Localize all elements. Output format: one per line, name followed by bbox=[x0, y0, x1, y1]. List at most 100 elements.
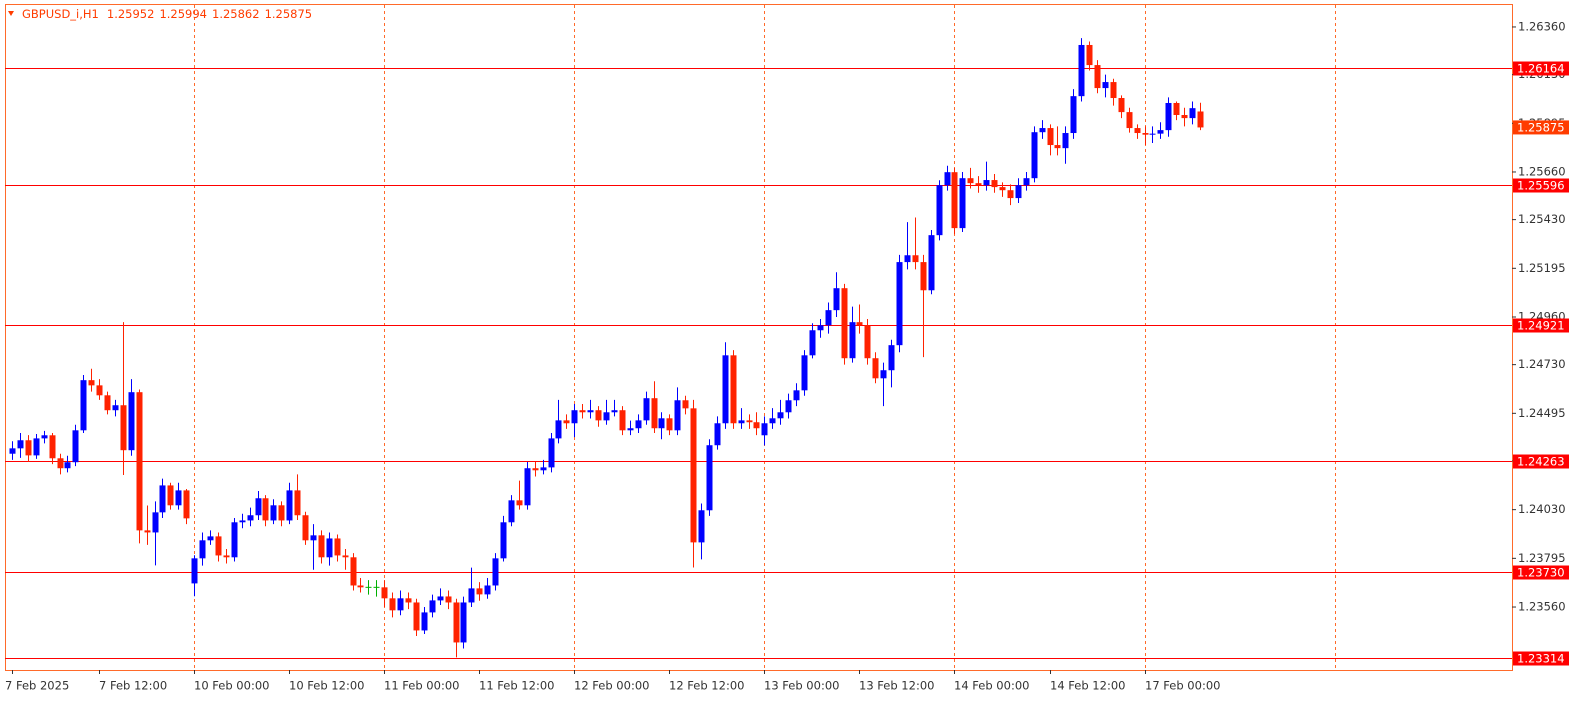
candle-body bbox=[1007, 190, 1014, 199]
candle-body bbox=[864, 325, 871, 359]
candle-body bbox=[651, 398, 658, 429]
candle-body bbox=[175, 490, 182, 506]
candle-body bbox=[611, 410, 618, 413]
x-tick-label: 7 Feb 2025 bbox=[5, 679, 69, 693]
candle-body bbox=[666, 418, 673, 431]
candle-body bbox=[1173, 102, 1180, 116]
candle-body bbox=[25, 440, 32, 456]
candle-body bbox=[57, 458, 64, 469]
candle-body bbox=[1047, 128, 1054, 146]
candle-body bbox=[1023, 178, 1030, 186]
candle-body bbox=[1118, 98, 1125, 113]
candle-body bbox=[247, 515, 254, 521]
candle-body bbox=[746, 420, 753, 423]
candle-body bbox=[540, 467, 547, 471]
y-tick-label: 1.26360 bbox=[1518, 19, 1566, 33]
candle-body bbox=[1126, 112, 1133, 129]
candle-body bbox=[619, 410, 626, 431]
candle-body bbox=[777, 412, 784, 419]
candle-body bbox=[231, 522, 238, 558]
candle-body bbox=[326, 538, 333, 558]
candle-body bbox=[270, 505, 277, 521]
candle-body bbox=[896, 262, 903, 346]
candle-body bbox=[793, 390, 800, 401]
candle-body bbox=[334, 538, 341, 556]
candle-body bbox=[167, 485, 174, 506]
level-label-box bbox=[1513, 454, 1569, 469]
candle-body bbox=[1015, 185, 1022, 199]
candle-body bbox=[888, 345, 895, 371]
candle-body bbox=[286, 490, 293, 521]
candle-body bbox=[991, 180, 998, 188]
candle-body bbox=[397, 598, 404, 611]
candle-body bbox=[706, 445, 713, 511]
candle-body bbox=[191, 558, 198, 584]
candle-body bbox=[674, 400, 681, 431]
candle-body bbox=[64, 462, 71, 469]
x-tick-label: 17 Feb 00:00 bbox=[1145, 679, 1220, 693]
candle-body bbox=[627, 428, 634, 431]
candles bbox=[9, 38, 1204, 658]
x-tick-label: 10 Feb 12:00 bbox=[289, 679, 364, 693]
candle-body bbox=[278, 505, 285, 521]
y-tick-label: 1.24030 bbox=[1518, 502, 1566, 516]
level-label-box bbox=[1513, 318, 1569, 333]
candle-body bbox=[389, 598, 396, 611]
candle-body bbox=[825, 310, 832, 326]
candle-body bbox=[548, 438, 555, 468]
x-tick-label: 14 Feb 12:00 bbox=[1050, 679, 1125, 693]
y-tick-label: 1.23795 bbox=[1518, 551, 1566, 565]
candle-body bbox=[215, 536, 222, 556]
candle-body bbox=[223, 555, 230, 558]
candle-body bbox=[959, 178, 966, 229]
candle-body bbox=[587, 410, 594, 413]
candle-body bbox=[833, 288, 840, 311]
y-tick-label: 1.24495 bbox=[1518, 406, 1566, 420]
candle-body bbox=[96, 385, 103, 396]
candle-body bbox=[1086, 44, 1093, 66]
candle-body bbox=[698, 510, 705, 543]
candle-body bbox=[849, 322, 856, 359]
candle-body bbox=[975, 183, 982, 186]
candle-body bbox=[381, 587, 388, 599]
candle-body bbox=[761, 423, 768, 436]
candle-body bbox=[983, 180, 990, 186]
level-label: 1.26164 bbox=[1517, 62, 1565, 76]
candle-body bbox=[112, 405, 119, 411]
menu-arrow[interactable] bbox=[8, 11, 14, 16]
candle-body bbox=[769, 418, 776, 424]
y-tick-label: 1.24730 bbox=[1518, 357, 1566, 371]
candle-body bbox=[516, 500, 523, 506]
y-tick-label: 1.23560 bbox=[1518, 600, 1566, 614]
candle-body bbox=[524, 468, 531, 506]
candle-body bbox=[49, 435, 56, 459]
candle-body bbox=[714, 423, 721, 446]
header-open: 1.25952 bbox=[107, 7, 155, 21]
candle-body bbox=[159, 485, 166, 513]
candle-body bbox=[1054, 145, 1061, 149]
x-tick-label: 11 Feb 12:00 bbox=[479, 679, 554, 693]
candle-body bbox=[460, 602, 467, 643]
candle-body bbox=[80, 380, 87, 431]
x-tick-label: 13 Feb 12:00 bbox=[859, 679, 934, 693]
candle-body bbox=[967, 178, 974, 184]
candle-body bbox=[817, 325, 824, 331]
level-label-box bbox=[1513, 178, 1569, 193]
level-label: 1.24263 bbox=[1517, 455, 1565, 469]
x-tick-label: 10 Feb 00:00 bbox=[194, 679, 269, 693]
candle-body bbox=[563, 420, 570, 424]
candle-body bbox=[841, 288, 848, 359]
candle-body bbox=[120, 405, 127, 451]
level-label: 1.23730 bbox=[1517, 566, 1565, 580]
candle-body bbox=[1094, 65, 1101, 89]
candle-body bbox=[262, 498, 269, 521]
x-tick-label: 11 Feb 00:00 bbox=[384, 679, 459, 693]
candle-body bbox=[1102, 82, 1109, 89]
chart-header: GBPUSD_i,H1 1.25952 1.25994 1.25862 1.25875 bbox=[22, 7, 312, 21]
candle-body bbox=[104, 395, 111, 411]
candle-body bbox=[1142, 133, 1149, 135]
candle-body bbox=[738, 420, 745, 424]
candle-body bbox=[1078, 44, 1085, 97]
